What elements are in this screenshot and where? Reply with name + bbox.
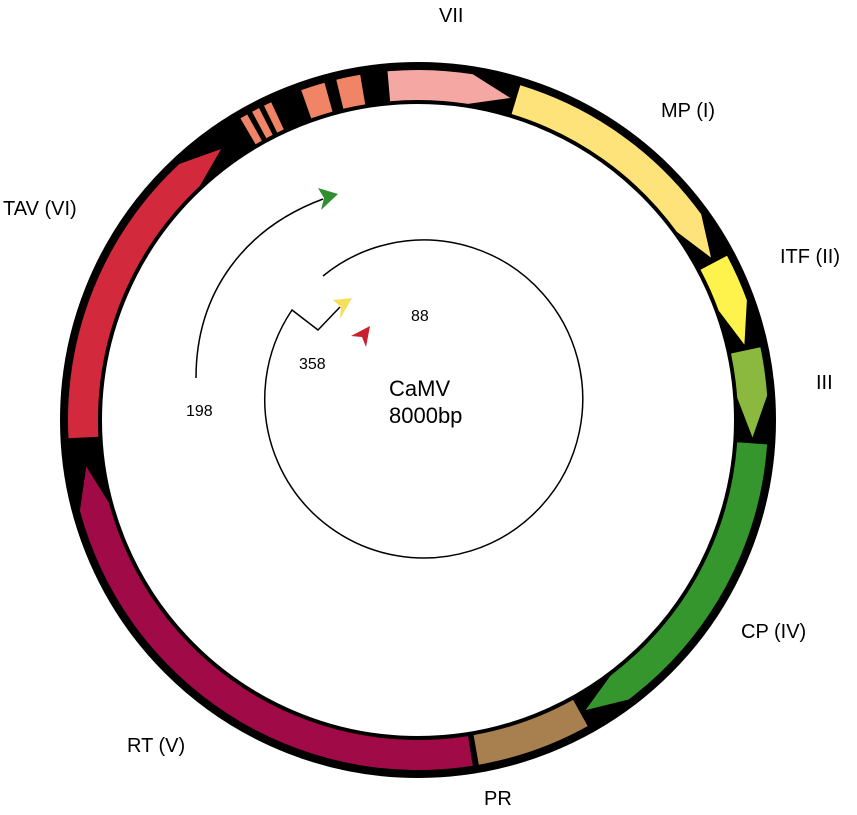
transcript-88-label: 88	[411, 308, 429, 325]
small-orf-stripe	[252, 108, 273, 139]
gene-segment-vii	[387, 69, 511, 104]
gene-label-rt: RT (V)	[127, 735, 185, 757]
genome-name: CaMV	[389, 376, 450, 401]
gene-label-iii: III	[816, 372, 833, 394]
genome-size: 8000bp	[389, 403, 462, 428]
gene-label-pr: PR	[484, 788, 512, 810]
gene-segment-itf	[700, 255, 747, 345]
transcript-358-label: 358	[299, 356, 326, 373]
transcript-198-label: 198	[186, 403, 213, 420]
transcript-198-line	[195, 198, 324, 379]
gene-segment-tav	[68, 149, 222, 439]
gene-segment-rt	[79, 466, 473, 771]
transcripts	[195, 188, 584, 559]
gene-segment-mp	[511, 85, 711, 258]
gene-segment-iii	[731, 347, 768, 438]
transcript-88-arrowhead	[333, 298, 352, 319]
small-orf-block	[336, 74, 366, 109]
gene-label-mp: MP (I)	[661, 100, 715, 122]
transcript-358-line	[264, 239, 584, 559]
gene-label-itf: ITF (II)	[780, 246, 840, 268]
small-orf-stripe	[264, 102, 284, 133]
gene-segment-pr	[473, 699, 588, 765]
gene-label-vii: VII	[439, 5, 463, 27]
small-orf-block	[301, 82, 333, 119]
gene-segment-cp	[585, 442, 768, 711]
transcript-198-arrowhead	[318, 188, 338, 210]
small-orf-stripes	[240, 74, 366, 145]
transcript-358-arrowhead	[351, 326, 370, 347]
small-orf-stripe	[240, 114, 262, 145]
gene-label-cp: CP (IV)	[741, 621, 806, 643]
gene-label-tav: TAV (VI)	[3, 198, 77, 220]
gene-segments	[68, 69, 768, 771]
